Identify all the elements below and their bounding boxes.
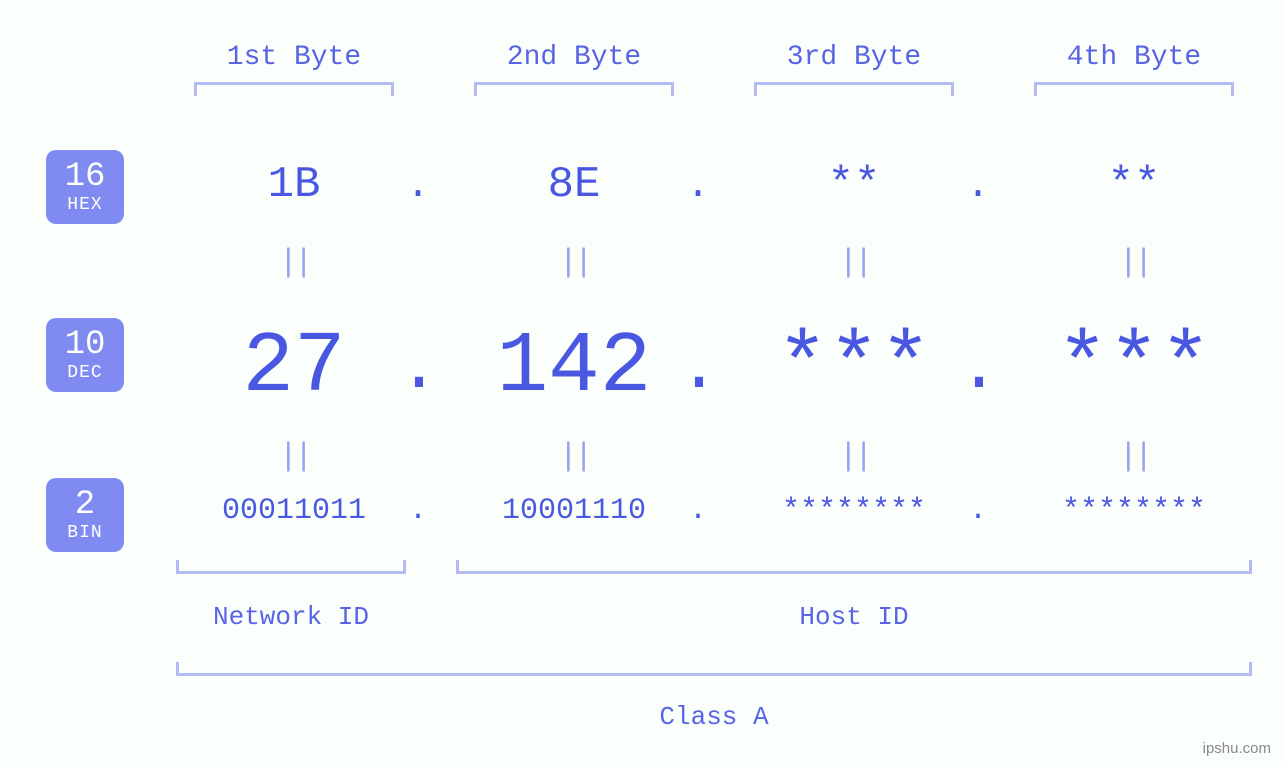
bracket-network xyxy=(176,560,406,574)
byte-header-3: 3rd Byte xyxy=(740,42,968,73)
badge-bin-lbl: BIN xyxy=(67,524,102,542)
hex-byte-2: 8E xyxy=(440,160,708,210)
dec-dot-2: . xyxy=(678,330,718,409)
bin-dot-2: . xyxy=(678,494,718,528)
dec-byte-2: 142 xyxy=(440,318,708,416)
label-host: Host ID xyxy=(456,602,1252,632)
eq-hexdec-2: || xyxy=(544,244,604,281)
badge-dec: 10 DEC xyxy=(46,318,124,392)
badge-hex-num: 16 xyxy=(65,160,106,194)
watermark: ipshu.com xyxy=(1203,740,1271,757)
hex-dot-3: . xyxy=(958,164,998,209)
badge-dec-num: 10 xyxy=(65,328,106,362)
eq-hexdec-4: || xyxy=(1104,244,1164,281)
byte-header-2: 2nd Byte xyxy=(460,42,688,73)
label-class: Class A xyxy=(176,702,1252,732)
bin-dot-3: . xyxy=(958,494,998,528)
eq-hexdec-1: || xyxy=(264,244,324,281)
bracket-top-2 xyxy=(474,82,674,96)
byte-header-4: 4th Byte xyxy=(1020,42,1248,73)
eq-decbin-2: || xyxy=(544,438,604,475)
badge-hex-lbl: HEX xyxy=(67,196,102,214)
dec-byte-1: 27 xyxy=(160,318,428,416)
bracket-top-1 xyxy=(194,82,394,96)
badge-dec-lbl: DEC xyxy=(67,364,102,382)
bin-byte-4: ******** xyxy=(1000,494,1268,528)
bin-byte-2: 10001110 xyxy=(440,494,708,528)
badge-bin-num: 2 xyxy=(75,488,95,522)
bracket-top-3 xyxy=(754,82,954,96)
eq-decbin-4: || xyxy=(1104,438,1164,475)
eq-decbin-1: || xyxy=(264,438,324,475)
badge-hex: 16 HEX xyxy=(46,150,124,224)
hex-byte-3: ** xyxy=(720,160,988,210)
bracket-host xyxy=(456,560,1252,574)
hex-dot-1: . xyxy=(398,164,438,209)
hex-byte-1: 1B xyxy=(160,160,428,210)
bin-dot-1: . xyxy=(398,494,438,528)
eq-decbin-3: || xyxy=(824,438,884,475)
dec-byte-4: *** xyxy=(1000,318,1268,416)
badge-bin: 2 BIN xyxy=(46,478,124,552)
dec-dot-3: . xyxy=(958,330,998,409)
hex-byte-4: ** xyxy=(1000,160,1268,210)
bin-byte-1: 00011011 xyxy=(160,494,428,528)
label-network: Network ID xyxy=(176,602,406,632)
dec-dot-1: . xyxy=(398,330,438,409)
hex-dot-2: . xyxy=(678,164,718,209)
bracket-class xyxy=(176,662,1252,676)
eq-hexdec-3: || xyxy=(824,244,884,281)
byte-header-1: 1st Byte xyxy=(180,42,408,73)
bin-byte-3: ******** xyxy=(720,494,988,528)
dec-byte-3: *** xyxy=(720,318,988,416)
bracket-top-4 xyxy=(1034,82,1234,96)
